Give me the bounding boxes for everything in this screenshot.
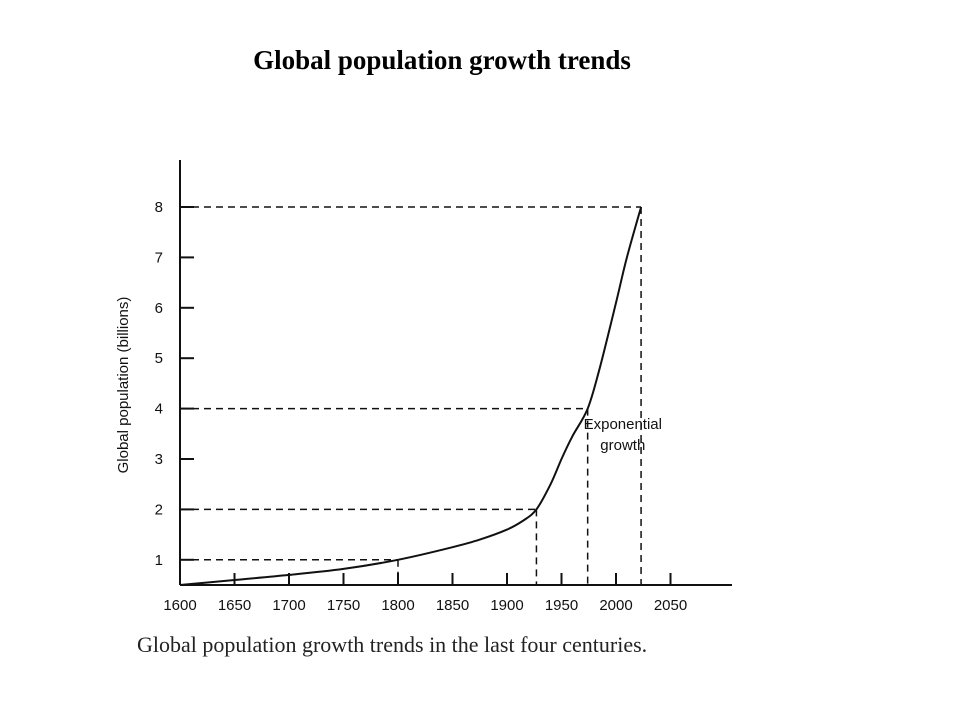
y-tick-label: 3	[155, 451, 163, 468]
y-tick-label: 6	[155, 300, 163, 317]
annotation-line: Exponential	[584, 416, 662, 433]
figure-caption: Global population growth trends in the l…	[137, 632, 648, 657]
x-tick-label: 1850	[436, 597, 469, 614]
y-tick-label: 7	[155, 249, 163, 266]
x-tick-label: 2050	[654, 597, 687, 614]
population-curve	[179, 206, 643, 586]
y-tick-label: 8	[155, 199, 163, 216]
x-tick-label: 1800	[381, 597, 414, 614]
y-tick-label: 1	[155, 552, 163, 569]
y-tick-label: 4	[155, 401, 163, 418]
x-tick-label: 1600	[163, 597, 196, 614]
y-tick-label: 5	[155, 350, 163, 367]
x-tick-label: 1650	[218, 597, 251, 614]
x-tick-label: 2000	[599, 597, 632, 614]
annotation-line: growth	[600, 437, 645, 454]
exponential-growth-annotation: Exponential growth	[584, 416, 662, 454]
x-tick-label: 1750	[327, 597, 360, 614]
y-axis-title: Global population (billions)	[115, 297, 132, 474]
x-tick-label: 1900	[490, 597, 523, 614]
x-tick-label: 1700	[272, 597, 305, 614]
x-tick-label: 1950	[545, 597, 578, 614]
y-tick-label: 2	[155, 501, 163, 518]
slide-title: Global population growth trends	[253, 45, 631, 75]
